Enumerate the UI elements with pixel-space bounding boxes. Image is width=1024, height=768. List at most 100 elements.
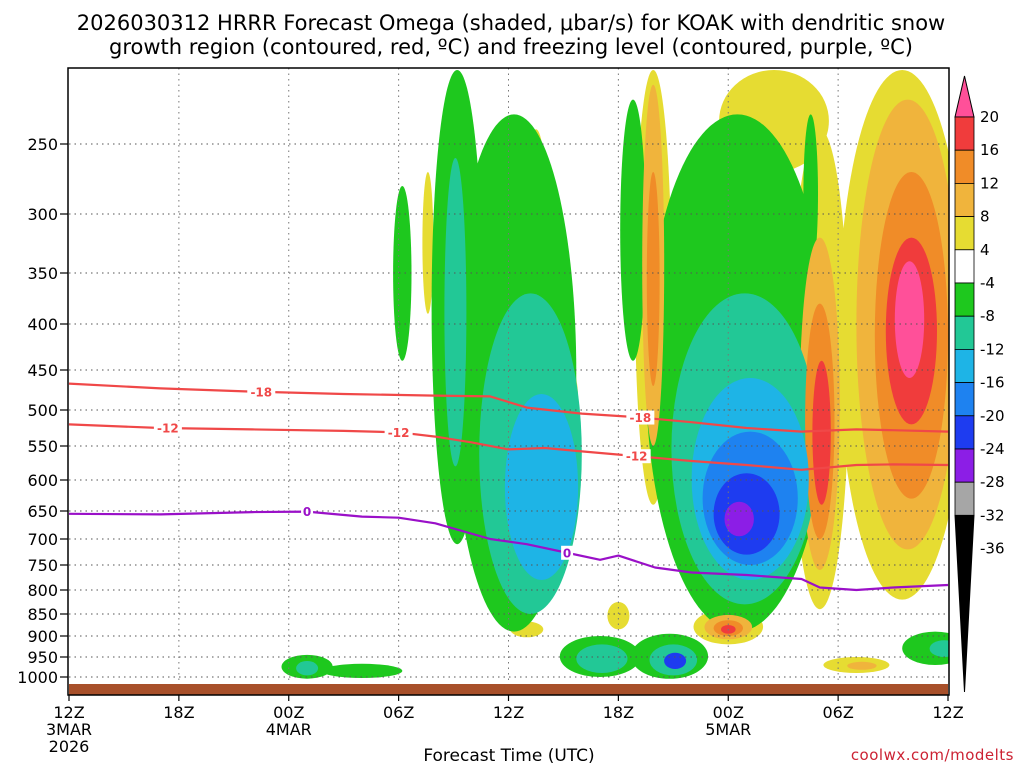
colorbar-label--20: -20 [980,407,1005,425]
colorbar-label--28: -28 [980,473,1005,491]
x-tick-label-2-0: 00Z [273,703,304,722]
colorbar-label--12: -12 [980,340,1005,358]
contour-label--18: -18 [630,411,652,425]
colorbar-label--36: -36 [980,540,1005,558]
colorbar-label--16: -16 [980,374,1005,392]
y-tick-label-450: 450 [27,361,58,380]
omega-cell-14 [620,99,646,361]
omega-cell-36 [646,172,660,386]
ground-strip [69,684,948,695]
colorbar-label-12: 12 [980,174,999,192]
x-tick-label-3-0: 06Z [383,703,414,722]
colorbar-label--24: -24 [980,440,1005,458]
x-tick-label-6-0: 00Z [713,703,744,722]
y-tick-label-250: 250 [27,135,58,154]
colorbar-label--4: -4 [980,274,995,292]
colorbar-band-10 [954,415,975,450]
chart-title-line2: growth region (contoured, red, ºC) and f… [109,35,913,59]
x-tick-label-0-2: 2026 [49,737,90,756]
y-tick-label-550: 550 [27,437,58,456]
contour-label--12: -12 [626,450,648,464]
omega-cell-8 [607,602,630,630]
omega-cell-18 [321,663,403,679]
grid-lines [69,68,948,695]
omega-cell-10 [422,172,434,314]
colorbar-label--32: -32 [980,506,1005,524]
colorbar-label-4: 4 [980,241,990,259]
x-tick-label-8-0: 12Z [932,703,963,722]
x-tick-label-0-1: 3MAR [46,720,92,739]
x-tick-label-7-0: 06Z [822,703,853,722]
colorbar-bottom-arrow [954,514,975,693]
y-tick-label-950: 950 [27,648,58,667]
contour-label--18: -18 [250,385,272,399]
y-tick-label-850: 850 [27,605,58,624]
contour-label-0: 0 [303,505,311,519]
colorbar-band-4 [954,216,975,251]
y-tick-label-800: 800 [27,581,58,600]
colorbar-label-8: 8 [980,208,990,226]
colorbar-band-3 [954,182,975,217]
y-tick-label-750: 750 [27,556,58,575]
colorbar-band-8 [954,348,975,383]
ground-fill [69,684,948,695]
contour-label-bg [622,449,651,464]
y-tick-label-1000: 1000 [17,668,58,687]
contour-label-bg [301,504,314,519]
x-tick-label-2-1: 4MAR [266,720,312,739]
omega-shading [281,70,949,679]
colorbar-band-9 [954,382,975,417]
colorbar-band-1 [954,116,975,151]
x-tick-label-5-0: 18Z [603,703,634,722]
x-axis-label: Forecast Time (UTC) [423,746,594,766]
contour-label-bg [384,425,413,440]
contour-label-bg [626,410,655,425]
omega-cell-21 [803,114,818,273]
contour-label-bg [561,545,574,560]
omega-cell-32 [296,661,319,676]
credit-link[interactable]: coolwx.com/modelts [851,746,1014,764]
contour-label-0: 0 [563,546,571,560]
omega-cell-47 [724,501,754,537]
omega-cell-41 [812,360,831,505]
omega-cell-19 [902,631,949,665]
x-tick-label-1-0: 18Z [163,703,194,722]
y-tick-label-700: 700 [27,530,58,549]
x-tick-label-0-0: 12Z [53,703,84,722]
contour-label--12: -12 [388,426,410,440]
chart-title-line1: 2026030312 HRRR Forecast Omega (shaded, … [77,11,945,35]
omega-cell-33 [929,640,949,657]
contour-line-0 [68,510,949,592]
colorbar-label-20: 20 [980,108,999,126]
omega-cell-29 [444,158,467,467]
y-tick-label-900: 900 [27,627,58,646]
colorbar: 20 16 12 8 4 -4 -8 -12 -16 -20 -24 -28 -32 -36 [954,75,1005,693]
contour-label--12: -12 [157,422,179,436]
colorbar-band-5 [954,249,975,284]
x-tick-label-6-1: 5MAR [705,720,751,739]
omega-cell-44 [894,261,925,378]
omega-cell-30 [576,644,628,673]
colorbar-top-arrow [954,75,975,118]
y-tick-label-350: 350 [27,264,58,283]
omega-cell-20 [393,186,412,361]
omega-cell-26 [847,661,877,670]
contour-line--18 [68,382,949,433]
y-axis-ticks: 250 300 350 400 450 500 550 600 650 700 750 800 850 9… [17,135,68,687]
colorbar-band-7 [954,315,975,350]
colorbar-band-11 [954,448,975,483]
colorbar-band-2 [954,149,975,184]
contour-label-bg [153,421,182,436]
colorbar-band-12 [954,481,975,516]
y-tick-label-500: 500 [27,401,58,420]
colorbar-band-6 [954,282,975,317]
omega-cell-46 [664,652,687,670]
contour-line--12 [68,423,949,471]
x-tick-label-4-0: 12Z [493,703,524,722]
y-tick-label-400: 400 [27,315,58,334]
y-tick-label-600: 600 [27,471,58,490]
colorbar-label-16: 16 [980,141,999,159]
contour-label-bg [247,384,276,399]
